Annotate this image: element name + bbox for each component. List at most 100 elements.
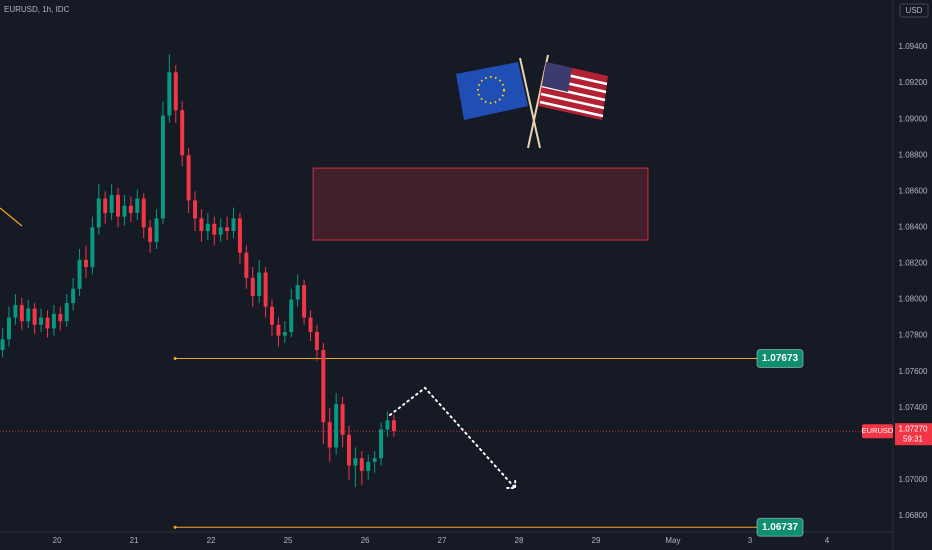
us-canton: [542, 62, 572, 92]
candle-body: [372, 458, 377, 462]
x-tick-label: 29: [592, 536, 601, 545]
projection-arrowhead: [506, 478, 517, 489]
level-anchor: [173, 357, 177, 361]
candle-body: [128, 205, 133, 213]
candle-body: [167, 72, 172, 116]
candle-body: [334, 404, 339, 448]
candle-body: [160, 115, 165, 219]
candle-body: [96, 198, 101, 228]
candle-body: [58, 313, 63, 322]
candle-body: [295, 285, 300, 300]
candle-body: [19, 304, 24, 322]
candle-body: [13, 304, 18, 318]
trend-line: [0, 207, 23, 227]
candle-body: [199, 218, 204, 232]
candle-body: [212, 223, 217, 235]
y-tick-label: 1.09400: [899, 42, 928, 51]
candle-body: [270, 306, 275, 325]
zone: [312, 167, 649, 241]
x-tick-label: May: [665, 536, 680, 545]
flags: [456, 54, 608, 149]
y-tick-label: 1.08600: [899, 186, 928, 195]
last-price-label: 1.07270: [899, 424, 928, 433]
candle-body: [135, 198, 140, 213]
x-tick-label: 27: [438, 536, 447, 545]
candle-body: [103, 198, 108, 213]
candle-body: [83, 259, 88, 268]
candle-body: [327, 422, 332, 448]
candle-body: [314, 332, 319, 351]
y-tick-label: 1.06800: [899, 511, 928, 520]
countdown: 59:31: [903, 434, 924, 443]
level-label: 1.07673: [762, 353, 799, 364]
x-tick-label: 25: [284, 536, 293, 545]
symbol-label-box: [862, 424, 893, 439]
candle-body: [77, 259, 82, 289]
y-tick-label: 1.07000: [899, 475, 928, 484]
candle-body: [180, 110, 185, 156]
candle-body: [39, 317, 44, 325]
level-anchor: [173, 525, 177, 529]
candle-body: [321, 350, 326, 423]
currency: USD: [906, 6, 923, 15]
candle-body: [250, 277, 255, 296]
candle-body: [385, 420, 390, 430]
currency-box[interactable]: [899, 3, 929, 18]
candle-body: [289, 299, 294, 333]
candle-body: [193, 200, 198, 219]
y-tick-label: 1.09000: [899, 114, 928, 123]
candle-body: [225, 227, 230, 232]
candle-body: [116, 194, 121, 217]
y-tick-label: 1.08400: [899, 223, 928, 232]
candle-body: [122, 205, 127, 217]
candle-body: [218, 227, 223, 235]
x-tick-label: 26: [361, 536, 370, 545]
candle-body: [391, 420, 396, 432]
candle-body: [45, 317, 50, 329]
candle-body: [359, 458, 364, 471]
candle-body: [366, 461, 371, 471]
x-tick-label: 21: [130, 536, 139, 545]
candle-body: [276, 324, 281, 336]
candle-body: [71, 288, 76, 304]
y-tick-label: 1.07600: [899, 367, 928, 376]
y-tick-label: 1.07400: [899, 403, 928, 412]
flag-pole: [519, 57, 541, 149]
x-tick-label: 20: [53, 536, 62, 545]
candle-body: [154, 218, 159, 242]
candle-body: [6, 317, 11, 340]
candle-body: [51, 313, 56, 329]
candle-body: [282, 332, 287, 336]
candle-body: [141, 198, 146, 228]
candle-body: [32, 308, 37, 325]
candle-body: [90, 227, 95, 268]
last-price-box: [895, 423, 932, 446]
level-label-box: [756, 517, 804, 537]
candle-body: [26, 308, 31, 322]
candle-body: [173, 72, 178, 111]
candle-body: [308, 317, 313, 333]
candle-body: [263, 272, 268, 307]
x-tick-label: 4: [825, 536, 830, 545]
candle-body: [64, 303, 69, 322]
y-tick-label: 1.08200: [899, 259, 928, 268]
x-tick-label: 22: [207, 536, 216, 545]
symbol-label: EURUSD: [862, 426, 894, 435]
candle-body: [109, 194, 114, 213]
candle-body: [353, 458, 358, 466]
y-tick-label: 1.08000: [899, 295, 928, 304]
eu-stars: [477, 76, 505, 104]
y-tick-label: 1.07800: [899, 331, 928, 340]
y-tick-label: 1.08800: [899, 150, 928, 159]
x-tick-label: 3: [748, 536, 753, 545]
candle-body: [379, 429, 384, 459]
candle-body: [257, 272, 262, 296]
candle-body: [205, 223, 210, 232]
eu-flag: [456, 62, 528, 120]
projection-path: [389, 386, 517, 489]
candle-body: [237, 218, 242, 253]
candle-body: [186, 155, 191, 201]
candle-body: [244, 252, 249, 278]
level-label: 1.06737: [762, 522, 799, 533]
